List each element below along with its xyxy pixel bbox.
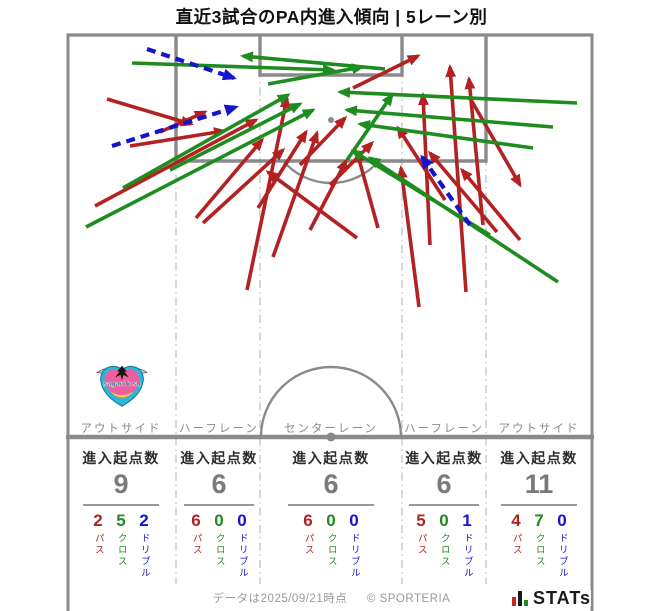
entry-arrow-pass [265, 170, 359, 240]
dribble-stat: 2 ドリブル [138, 510, 150, 580]
entry-arrow-cross [85, 108, 316, 229]
entry-arrow-pass [129, 127, 227, 148]
penalty-spot [328, 117, 334, 123]
entry-arrow-pass [396, 165, 421, 308]
magpie-bird-icon [115, 365, 129, 381]
origin-count-value: 6 [211, 469, 227, 499]
stats-logo-text: STATs [533, 587, 591, 608]
stat-column-half-left: 進入起点数 6 6 パス 0 クロス 0 ドリブル [179, 448, 259, 579]
page-title: 直近3試合のPA内進入傾向 | 5レーン別 [175, 7, 488, 27]
lane-label-outside-right: アウトサイド [498, 423, 580, 435]
pass-stat: 5 パス [415, 510, 427, 557]
divider [83, 503, 159, 506]
stat-column-center: 進入起点数 6 6 パス 0 クロス 0 ドリブル [266, 448, 396, 579]
stat-column-outside-right: 進入起点数 11 4 パス 7 クロス 0 ドリブル [484, 448, 594, 579]
entry-arrow-pass [460, 167, 522, 242]
footer-note: データは2025/09/21時点 © SPORTERIA [0, 590, 663, 606]
stat-column-outside-left: 進入起点数 9 2 パス 5 クロス 2 ドリブル [66, 448, 176, 579]
data-date-note: データは2025/09/21時点 [212, 593, 348, 605]
stats-logo: STATs [507, 587, 591, 608]
pass-stat: 2 パス [92, 510, 104, 557]
lane-label-center: センターレーン [284, 423, 378, 435]
entry-arrow-pass [354, 149, 380, 229]
pass-stat: 6 パス [190, 510, 202, 557]
entry-arrow-cross [357, 119, 534, 150]
dribble-stat: 0 ドリブル [348, 510, 360, 580]
dribble-stat: 0 ドリブル [556, 510, 568, 580]
cross-stat: 7 クロス [533, 510, 545, 568]
lane-label-outside-left: アウトサイド [80, 423, 162, 435]
entry-arrow-pass [159, 110, 208, 134]
entry-arrow-cross [131, 61, 336, 76]
entry-arrow-cross [267, 63, 365, 86]
stat-column-half-right: 進入起点数 6 5 パス 0 クロス 1 ドリブル [404, 448, 484, 579]
origin-count-heading: 進入起点数 [405, 450, 483, 466]
entry-arrow-pass [298, 115, 348, 167]
lane-label-half-right: ハーフレーン [404, 423, 484, 435]
origin-count-heading: 進入起点数 [500, 450, 578, 466]
team-logo-sagantosu: saganTosu [93, 360, 151, 410]
entry-arrow-cross [122, 93, 291, 190]
divider [288, 503, 374, 506]
entry-arrow-pass [328, 140, 375, 187]
lane-label-half-left: ハーフレーン [179, 423, 259, 435]
origin-count-value: 9 [113, 469, 129, 499]
entry-arrow-pass [308, 158, 348, 231]
entry-arrow-pass [106, 97, 194, 127]
dribble-stat: 0 ドリブル [236, 510, 248, 580]
entry-arrow-cross [344, 105, 554, 129]
dribble-stat: 1 ドリブル [461, 510, 473, 580]
center-spot [326, 432, 336, 442]
entry-arrow-cross [337, 86, 578, 105]
pass-stat: 4 パス [510, 510, 522, 557]
entry-arrow-dribble [111, 104, 239, 149]
entry-arrow-pass [352, 54, 421, 90]
divider [409, 503, 479, 506]
origin-count-value: 6 [436, 469, 452, 499]
entry-arrow-dribble [146, 47, 237, 81]
divider [184, 503, 254, 506]
cross-stat: 5 クロス [115, 510, 127, 568]
pass-stat: 6 パス [302, 510, 314, 557]
cross-stat: 0 クロス [213, 510, 225, 568]
entry-arrow-pass [445, 64, 468, 293]
copyright: © SPORTERIA [366, 593, 451, 605]
origin-count-heading: 進入起点数 [82, 450, 160, 466]
bar-chart-icon [511, 591, 528, 606]
origin-count-heading: 進入起点数 [180, 450, 258, 466]
cross-stat: 0 クロス [438, 510, 450, 568]
entry-arrow-pass [194, 137, 264, 220]
cross-stat: 0 クロス [325, 510, 337, 568]
origin-count-heading: 進入起点数 [292, 450, 370, 466]
entry-arrow-cross [169, 102, 303, 172]
entry-arrow-pass [201, 147, 286, 225]
entry-arrow-pass [256, 129, 308, 209]
origin-count-value: 11 [524, 469, 554, 499]
origin-count-value: 6 [323, 469, 339, 499]
crest-text: saganTosu [103, 379, 141, 388]
entry-arrows [85, 47, 578, 308]
entry-arrow-pass [428, 150, 499, 234]
center-circle [259, 365, 403, 438]
entry-arrow-pass [94, 118, 259, 208]
divider [501, 503, 577, 506]
